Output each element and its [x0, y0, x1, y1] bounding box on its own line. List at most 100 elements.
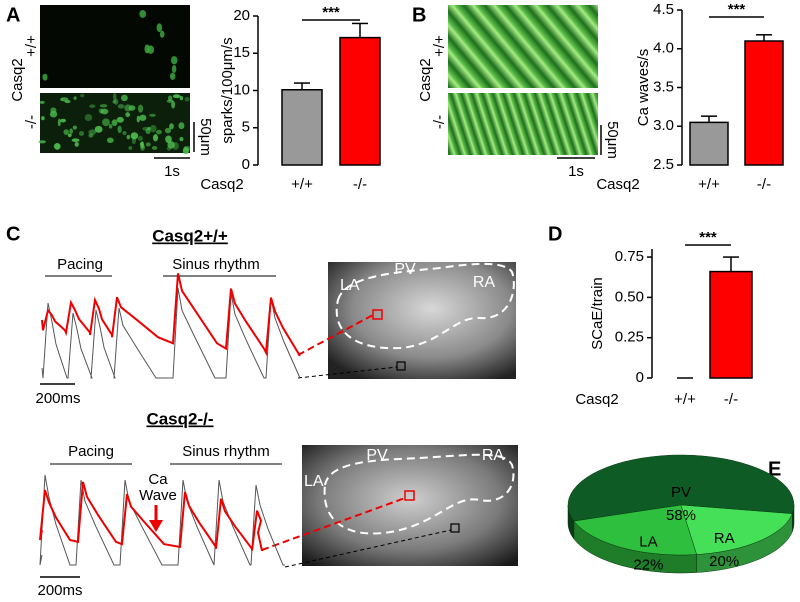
pie-value-label: 22% — [633, 556, 663, 573]
spark — [111, 119, 118, 127]
spark — [145, 142, 151, 147]
spark — [116, 116, 124, 123]
spark — [149, 113, 156, 117]
spark — [88, 129, 97, 135]
trace-title: Casq2+/+ — [152, 226, 228, 245]
region-label: RA — [473, 274, 496, 291]
trace — [41, 273, 301, 357]
spark — [120, 94, 128, 102]
spark — [108, 124, 113, 129]
spark — [145, 128, 151, 135]
row-label: -/- — [431, 115, 448, 129]
group-label: Casq2 — [417, 58, 434, 101]
y-tick-label: 5 — [242, 119, 250, 136]
x-tick-label: +/+ — [291, 176, 313, 193]
y-tick-label: 15 — [233, 44, 250, 61]
significance-label: *** — [699, 229, 717, 246]
image — [448, 93, 598, 155]
spark — [139, 9, 147, 18]
roi — [396, 361, 406, 371]
connector — [297, 366, 398, 379]
spark — [131, 136, 137, 145]
spark — [170, 56, 178, 65]
region-label: PV — [394, 261, 416, 278]
arrow-head — [149, 520, 163, 532]
x-axis-label: Casq2 — [575, 391, 618, 408]
spark — [88, 133, 94, 138]
x-axis-label: Casq2 — [200, 176, 243, 193]
spark — [159, 30, 165, 38]
spark — [124, 104, 132, 112]
region-label: LA — [340, 277, 360, 294]
spark — [139, 114, 147, 121]
spark — [130, 132, 139, 140]
row-label: +/+ — [431, 35, 448, 57]
region-outline — [335, 262, 515, 350]
pie-label: RA — [714, 530, 735, 547]
spark — [41, 116, 45, 121]
image — [40, 5, 190, 88]
region-label: PV — [366, 447, 388, 464]
y-tick-label: 0.25 — [615, 329, 644, 346]
spark — [172, 142, 179, 150]
spark — [156, 129, 162, 135]
roi — [372, 309, 383, 320]
y-tick-label: 0 — [242, 156, 250, 173]
region-label: RA — [482, 447, 505, 464]
spark — [165, 135, 172, 144]
panel-label: D — [548, 223, 562, 245]
x-tick-label: -/- — [353, 176, 367, 193]
spark — [126, 134, 131, 140]
spark — [137, 135, 143, 141]
connector — [261, 497, 406, 551]
spark — [169, 72, 176, 80]
panel-label: A — [6, 4, 20, 26]
roi — [450, 523, 460, 533]
spark — [171, 100, 176, 109]
spark — [60, 118, 67, 123]
pie-value-label: 20% — [709, 553, 739, 570]
spark — [178, 122, 185, 130]
spark — [147, 45, 155, 54]
panel-label: B — [412, 4, 426, 26]
spark — [112, 93, 117, 101]
panel-label: C — [6, 223, 20, 245]
annotation: Ca — [148, 471, 168, 488]
spark — [184, 96, 190, 102]
spark — [80, 93, 85, 98]
spark — [156, 23, 163, 33]
atrial-image — [302, 445, 518, 566]
y-tick-label: 3.0 — [653, 117, 674, 134]
image — [448, 5, 598, 88]
spark — [117, 125, 122, 134]
spark — [128, 146, 133, 150]
pie-slice — [567, 454, 795, 522]
scale-label: 200ms — [37, 582, 82, 599]
spark — [139, 141, 144, 147]
y-tick-label: 0.50 — [615, 288, 644, 305]
bar — [339, 36, 381, 166]
x-tick-label: +/+ — [674, 391, 696, 408]
protocol-label: Sinus rhythm — [182, 443, 270, 460]
pie-label: LA — [639, 533, 657, 550]
spark — [137, 104, 144, 113]
y-tick-label: 4.0 — [653, 40, 674, 57]
spark — [63, 129, 70, 136]
region-label: LA — [304, 473, 324, 490]
significance-label: *** — [728, 1, 746, 18]
spark — [60, 97, 64, 102]
spark — [57, 118, 61, 127]
significance-label: *** — [322, 4, 340, 21]
group-label: Casq2 — [9, 58, 26, 101]
spark — [136, 115, 140, 123]
bar — [689, 121, 729, 166]
bar — [744, 40, 784, 166]
annotation: Wave — [139, 487, 177, 504]
spark — [38, 140, 46, 144]
spark — [99, 104, 108, 108]
scale-label: 1s — [568, 163, 584, 180]
y-tick-label: 2.5 — [653, 156, 674, 173]
pie-slice — [573, 504, 698, 556]
scale-label: 50μm — [604, 121, 621, 159]
